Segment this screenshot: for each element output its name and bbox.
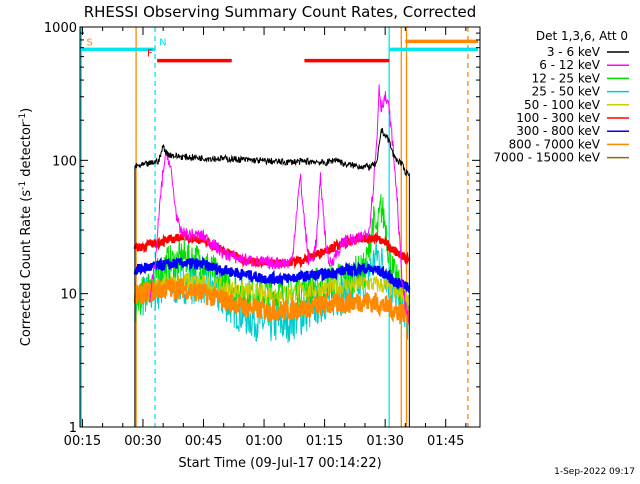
axis-ticks: 00:15 00:30 00:45 01:00 01:15 01:30 01:45 1 10 10… [44, 21, 480, 449]
legend-label: 25 - 50 keV [532, 85, 601, 99]
legend-label: 7000 - 15000 keV [493, 151, 600, 165]
series-line [134, 128, 410, 177]
legend-title: Det 1,3,6, Att 0 [536, 29, 628, 43]
y-tick-label: 10 [60, 288, 77, 303]
series-layer [133, 84, 411, 427]
series-line [148, 84, 410, 323]
legend-label: 3 - 6 keV [547, 45, 601, 59]
x-tick-label: 00:30 [124, 434, 161, 449]
x-tick-label: 00:45 [185, 434, 222, 449]
y-tick-label: 1 [69, 421, 77, 436]
legend-label: 12 - 25 keV [532, 71, 601, 85]
series-line [133, 278, 411, 325]
x-axis-label: Start Time (09-Jul-17 00:14:22) [178, 456, 381, 471]
legend-label: 6 - 12 keV [539, 58, 601, 72]
flag-label: F [147, 49, 153, 60]
legend-label: 50 - 100 keV [524, 98, 601, 112]
flags-layer [80, 39, 478, 63]
x-tick-label: 00:15 [64, 434, 101, 449]
legend-label: 100 - 300 keV [516, 111, 600, 125]
legend-label: 800 - 7000 keV [509, 137, 601, 151]
vertical-markers [80, 27, 469, 427]
x-tick-label: 01:45 [427, 434, 464, 449]
y-axis-label: Corrected Count Rate (s-1 detector-1) [18, 108, 34, 346]
chart-title: RHESSI Observing Summary Count Rates, Co… [84, 3, 477, 21]
y-tick-label: 1000 [44, 21, 77, 36]
flag-label: S [86, 37, 92, 48]
plot-frame [79, 26, 481, 428]
legend-label: 300 - 800 keV [516, 124, 600, 138]
series-line [133, 256, 411, 294]
x-tick-label: 01:30 [366, 434, 403, 449]
footer-timestamp: 1-Sep-2022 09:17 [554, 467, 635, 477]
flag-label: N [159, 37, 166, 48]
x-tick-label: 01:15 [306, 434, 343, 449]
x-tick-label: 01:00 [245, 434, 282, 449]
y-tick-label: 100 [52, 154, 77, 169]
